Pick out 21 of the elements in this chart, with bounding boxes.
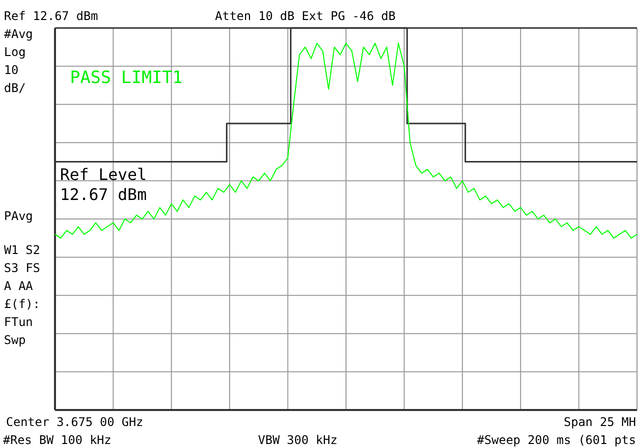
text: Swp — [4, 333, 26, 347]
text: FTun — [4, 315, 33, 329]
annotation: 12.67 dBm — [60, 185, 147, 204]
text: #Avg — [4, 27, 33, 41]
text: S3 FS — [4, 261, 40, 275]
annotation: Ref Level — [60, 165, 147, 184]
text: #Res BW 100 kHz — [3, 433, 112, 447]
text: W1 S2 — [4, 243, 40, 257]
text: PAvg — [4, 209, 33, 223]
text: VBW 300 kHz — [258, 433, 338, 447]
text: Atten 10 dB Ext PG -46 dB — [215, 9, 396, 23]
text: Center 3.675 00 GHz — [6, 415, 144, 429]
annotation: PASS LIMIT1 — [70, 68, 183, 88]
text: #Sweep 200 ms (601 pts — [477, 433, 636, 447]
text: £(f): — [4, 297, 40, 311]
text: A AA — [4, 279, 34, 293]
text: Ref 12.67 dBm — [4, 9, 98, 23]
text: Span 25 MH — [564, 415, 636, 429]
text: dB/ — [4, 81, 26, 95]
text: Log — [4, 45, 26, 59]
text: 10 — [4, 63, 18, 77]
